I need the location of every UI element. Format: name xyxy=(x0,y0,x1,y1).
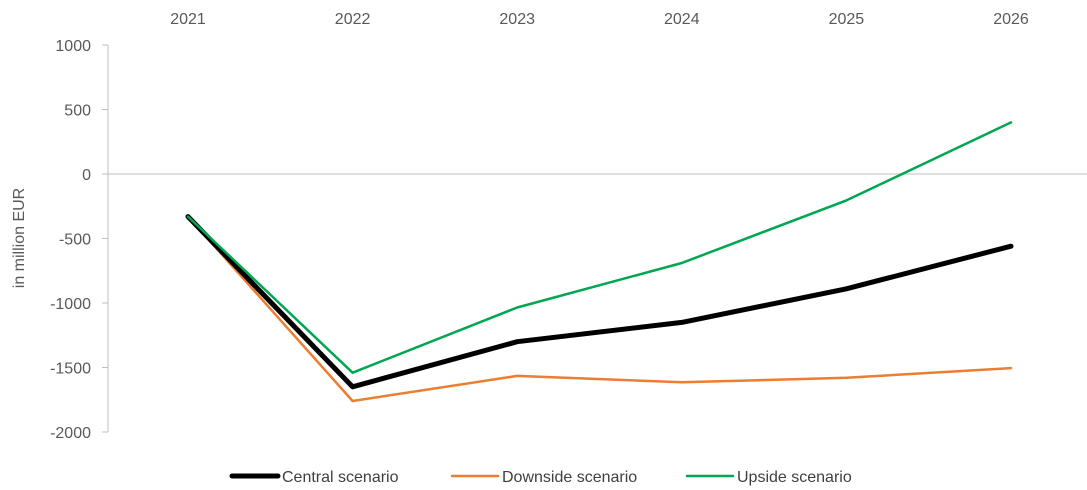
legend-label: Central scenario xyxy=(282,469,399,486)
legend-item: Downside scenario xyxy=(450,469,637,486)
y-tick-label: 1000 xyxy=(55,38,91,55)
x-tick-label: 2022 xyxy=(335,11,371,28)
x-tick-label: 2021 xyxy=(170,11,206,28)
x-tick-label: 2024 xyxy=(664,11,700,28)
y-axis-title: in million EUR xyxy=(11,188,28,288)
y-tick-label: -500 xyxy=(59,232,91,249)
legend-item: Upside scenario xyxy=(685,469,852,486)
legend-item: Central scenario xyxy=(229,469,399,486)
y-tick-label: -1500 xyxy=(50,361,91,378)
x-tick-label: 2023 xyxy=(499,11,535,28)
axis-layer: 1000 500 0 -500 -1000 -1500 -2000 2021 2022 2023 2… xyxy=(50,11,1087,442)
legend-label: Upside scenario xyxy=(737,469,852,486)
legend-label: Downside scenario xyxy=(502,469,637,486)
x-tick-label: 2025 xyxy=(829,11,865,28)
legend: Central scenario Downside scenario Upside … xyxy=(229,469,852,486)
series-layer xyxy=(185,121,1014,403)
series-line-upside-scenario xyxy=(186,121,1013,374)
y-tick-label: 500 xyxy=(64,103,91,120)
x-tick-label: 2026 xyxy=(993,11,1029,28)
y-tick-label: -1000 xyxy=(50,296,91,313)
y-tick-label: 0 xyxy=(82,167,91,184)
series-line-downside-scenario xyxy=(186,215,1013,403)
series-line-central-scenario xyxy=(185,214,1014,390)
y-tick-label: -2000 xyxy=(50,425,91,442)
